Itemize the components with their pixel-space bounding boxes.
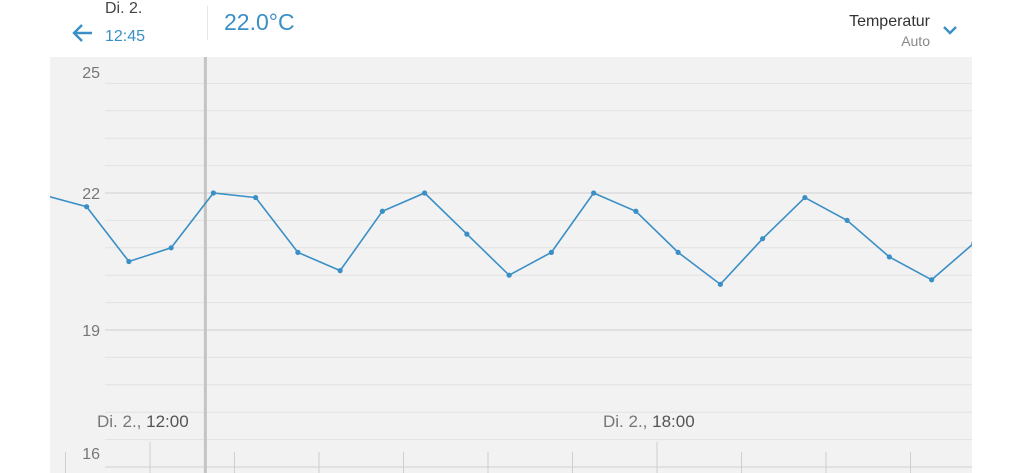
data-point[interactable] [591, 190, 597, 196]
data-point[interactable] [633, 208, 639, 214]
data-point[interactable] [971, 241, 976, 246]
data-point[interactable] [379, 208, 385, 214]
sensor-mode: Auto [901, 33, 930, 49]
data-point[interactable] [929, 277, 935, 283]
data-point[interactable] [253, 194, 259, 201]
data-point[interactable] [675, 249, 681, 255]
y-tick-label: 19 [82, 323, 100, 340]
data-point[interactable] [506, 272, 512, 278]
x-tick-label-1200: Di. 2., 12:00 [97, 412, 189, 431]
sensor-label: Temperatur [849, 13, 930, 30]
chevron-down-icon[interactable] [942, 24, 958, 36]
data-point[interactable] [168, 245, 174, 251]
x-tick-label-1800: Di. 2., 18:00 [603, 412, 695, 431]
data-point[interactable] [717, 281, 723, 287]
data-point[interactable] [464, 231, 470, 237]
data-point[interactable] [844, 217, 850, 223]
header: Di. 2. 12:45 22.0°C Temperatur Auto [0, 0, 1024, 57]
data-point[interactable] [126, 258, 132, 265]
data-point[interactable] [84, 204, 90, 210]
data-point[interactable] [210, 190, 216, 196]
data-point[interactable] [886, 254, 892, 260]
chart-background [50, 57, 972, 473]
data-point[interactable] [802, 194, 808, 201]
data-point[interactable] [295, 249, 301, 255]
selected-time: 12:45 [105, 28, 146, 45]
y-tick-label: 25 [82, 65, 100, 82]
data-point[interactable] [760, 236, 766, 242]
data-point[interactable] [337, 268, 343, 274]
data-point[interactable] [548, 249, 554, 255]
divider [207, 6, 208, 40]
y-tick-label: 22 [82, 186, 100, 203]
selected-date: Di. 2. [105, 0, 143, 17]
data-point[interactable] [42, 193, 47, 198]
sensor-selector[interactable]: Temperatur Auto [849, 13, 930, 49]
current-value: 22.0°C [224, 9, 295, 35]
arrow-left-icon[interactable] [70, 20, 96, 46]
y-tick-label: 16 [82, 446, 100, 463]
data-point[interactable] [422, 190, 428, 196]
